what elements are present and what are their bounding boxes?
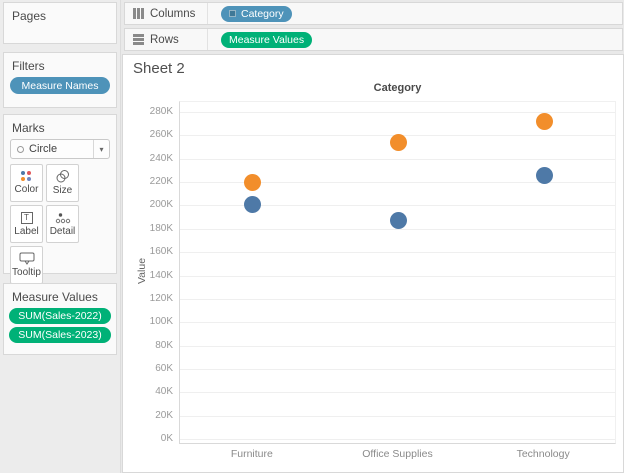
pages-shelf[interactable]: Pages — [3, 2, 117, 44]
sidebar: Pages Filters Measure Names Marks Circle… — [0, 0, 121, 473]
chevron-down-icon[interactable]: ▾ — [93, 140, 109, 158]
gridline — [180, 322, 615, 324]
mark-type-value: Circle — [29, 143, 58, 155]
filters-shelf[interactable]: Filters Measure Names — [3, 52, 117, 108]
sheet-title: Sheet 2 — [133, 60, 185, 77]
detail-button-label: Detail — [49, 225, 76, 237]
color-button-label: Color — [14, 184, 39, 195]
mark-type-dropdown[interactable]: Circle ▾ — [10, 139, 110, 159]
gridline — [180, 112, 615, 113]
gridline — [180, 392, 615, 394]
pages-title: Pages — [12, 9, 47, 23]
detail-dots-icon — [55, 212, 71, 224]
gridline — [180, 205, 615, 207]
filters-title: Filters — [12, 59, 45, 73]
tooltip-button-label: Tooltip — [12, 267, 41, 278]
x-axis-category-label: Office Supplies — [362, 448, 433, 460]
label-button[interactable]: T Label — [10, 205, 43, 243]
plot-area[interactable] — [179, 101, 616, 444]
label-button-label: Label — [14, 225, 39, 237]
y-tick-label: 240K — [149, 152, 173, 164]
y-axis-title: Value — [136, 257, 148, 285]
rows-shelf-label: Rows — [150, 33, 179, 46]
gridline — [180, 415, 615, 417]
measure-pill-sales-2023[interactable]: SUM(Sales-2023) — [9, 327, 111, 343]
gridline — [180, 368, 615, 370]
gridline — [180, 158, 615, 160]
gridline — [180, 439, 615, 440]
detail-button[interactable]: Detail — [46, 205, 79, 243]
gridline — [180, 345, 615, 347]
y-tick-label: 100K — [149, 316, 173, 328]
measure-values-title: Measure Values — [12, 290, 98, 304]
rows-icon — [133, 34, 144, 45]
y-tick-label: 120K — [149, 292, 173, 304]
y-tick-label: 260K — [149, 129, 173, 141]
gridline — [180, 182, 615, 184]
tooltip-button[interactable]: Tooltip — [10, 246, 43, 284]
worksheet: Sheet 2 Category Value 0K 20K 40K 60K 80K 100… — [122, 54, 624, 473]
label-t-icon: T — [20, 211, 33, 224]
columns-icon — [133, 8, 144, 19]
gridline — [180, 252, 615, 254]
y-tick-label: 40K — [155, 386, 173, 398]
x-axis-category-label: Furniture — [230, 448, 273, 460]
data-point[interactable] — [244, 173, 262, 191]
columns-drop-zone[interactable]: Category — [207, 3, 622, 24]
data-point[interactable] — [244, 195, 262, 213]
y-tick-label: 0K — [160, 433, 173, 444]
marks-title: Marks — [12, 121, 45, 135]
rows-pill-label: Measure Values — [229, 33, 305, 46]
size-circles-icon — [55, 170, 70, 183]
marks-buttons: Color Size T Label — [10, 164, 110, 284]
columns-shelf[interactable]: Columns Category — [124, 2, 623, 25]
column-field-header: Category — [373, 82, 422, 94]
x-axis-category-label: Technology — [516, 448, 570, 460]
gridline — [180, 298, 615, 300]
marks-card: Marks Circle ▾ Color Size — [3, 114, 118, 307]
measure-values-card: Measure Values SUM(Sales-2022) SUM(Sales… — [3, 283, 117, 355]
color-button[interactable]: Color — [10, 164, 43, 202]
filter-pill-measure-names[interactable]: Measure Names — [10, 77, 110, 94]
y-tick-label: 60K — [155, 362, 173, 374]
gridline — [180, 228, 615, 230]
y-tick-label: 200K — [149, 199, 173, 211]
size-button[interactable]: Size — [46, 164, 79, 202]
y-tick-label: 180K — [149, 222, 173, 234]
rows-drop-zone[interactable]: Measure Values — [207, 29, 622, 50]
tooltip-bubble-icon — [19, 252, 35, 265]
y-tick-label: 220K — [149, 176, 173, 188]
measure-pill-sales-2022[interactable]: SUM(Sales-2022) — [9, 308, 111, 324]
columns-pill-category[interactable]: Category — [221, 5, 292, 22]
color-dots-icon — [21, 171, 32, 182]
data-point[interactable] — [390, 133, 407, 151]
rows-pill-measure-values[interactable]: Measure Values — [221, 31, 313, 48]
data-point[interactable] — [390, 212, 407, 230]
columns-shelf-label: Columns — [150, 7, 196, 20]
y-tick-label: 280K — [149, 106, 173, 117]
y-tick-label: 20K — [155, 409, 173, 421]
pill-context-icon — [229, 10, 236, 17]
gridline — [180, 275, 615, 277]
size-button-label: Size — [52, 185, 73, 196]
y-tick-label: 80K — [155, 339, 173, 351]
data-point[interactable] — [535, 166, 553, 184]
columns-pill-label: Category — [241, 7, 284, 20]
rows-shelf[interactable]: Rows Measure Values — [124, 28, 623, 51]
circle-mark-icon — [17, 145, 24, 153]
data-point[interactable] — [535, 112, 553, 130]
